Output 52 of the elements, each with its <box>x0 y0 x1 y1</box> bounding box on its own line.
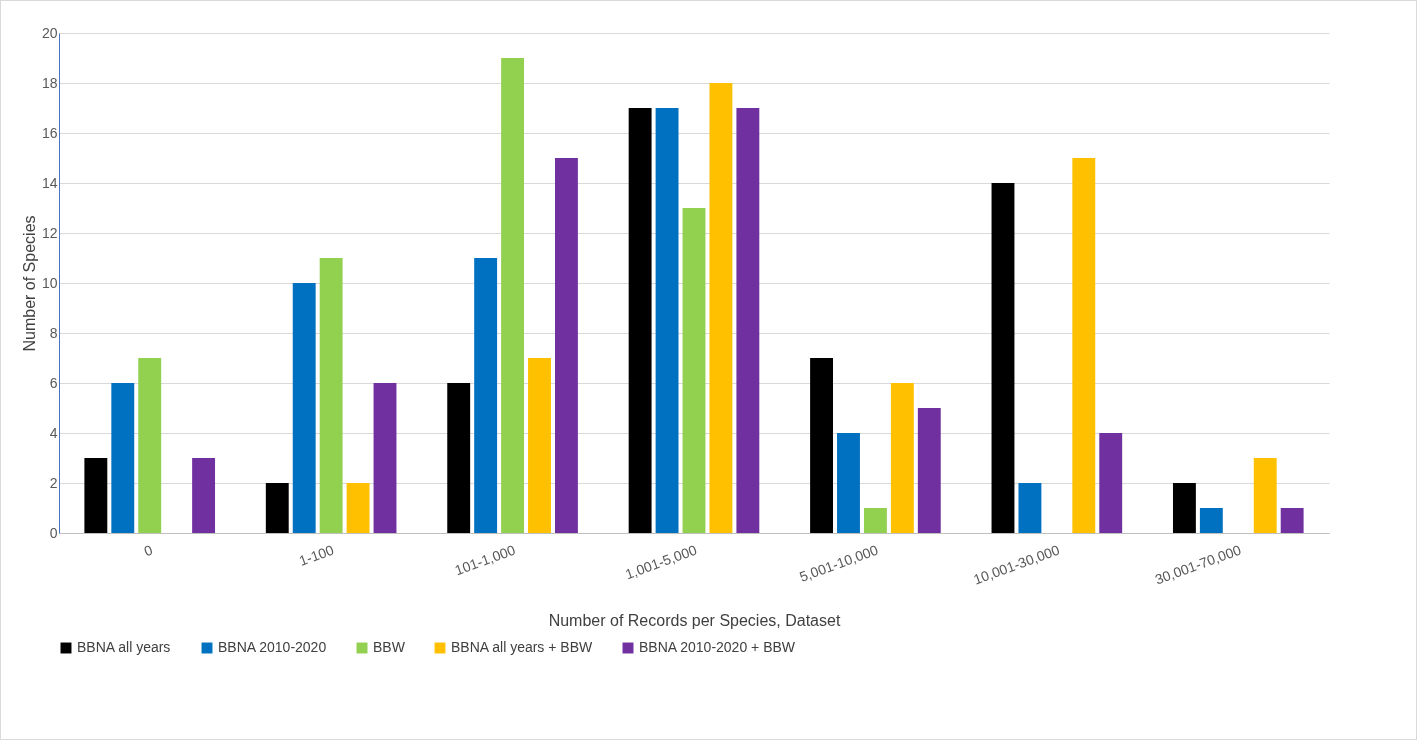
y-tick-label: 16 <box>41 124 58 141</box>
bar <box>373 383 397 533</box>
bar <box>111 383 135 533</box>
bar <box>1099 433 1123 533</box>
bar <box>528 358 551 533</box>
bar <box>1172 483 1196 533</box>
bar <box>319 258 343 533</box>
bar <box>1018 483 1042 533</box>
y-tick-label: 10 <box>41 274 58 291</box>
legend-label: BBNA 2010-2020 <box>218 639 327 655</box>
bar <box>917 408 941 533</box>
y-tick-label: 20 <box>41 24 58 41</box>
bar <box>890 383 914 533</box>
bar <box>474 258 498 533</box>
bar <box>863 508 887 533</box>
y-tick-label: 0 <box>49 524 58 541</box>
bar <box>810 358 834 533</box>
y-tick-label: 18 <box>41 74 58 91</box>
bar <box>1253 458 1277 533</box>
y-tick-label: 14 <box>41 174 58 191</box>
bar <box>682 208 706 533</box>
bar <box>628 108 652 533</box>
x-tick-label: 1-100 <box>296 541 337 569</box>
legend-label: BBNA all years + BBW <box>451 639 593 655</box>
x-axis-title: Number of Records per Species, Dataset <box>548 611 841 629</box>
bar <box>709 83 733 533</box>
legend-label: BBNA 2010-2020 + BBW <box>639 639 796 655</box>
bar <box>1199 508 1223 533</box>
y-tick-label: 2 <box>49 474 58 491</box>
bar <box>265 483 289 533</box>
bar <box>138 358 162 533</box>
bar <box>991 183 1015 533</box>
bar <box>192 458 216 533</box>
bar <box>447 383 471 533</box>
x-tick-label: 0 <box>141 541 155 560</box>
bar <box>736 108 760 533</box>
y-tick-label: 8 <box>49 324 58 341</box>
bar <box>292 283 316 533</box>
bar <box>501 58 525 533</box>
bar <box>554 158 578 533</box>
bar <box>655 108 679 533</box>
bar <box>837 433 860 533</box>
y-axis-title: Number of Species <box>20 215 38 352</box>
bar <box>1280 508 1304 533</box>
bar <box>1072 158 1096 533</box>
legend-label: BBW <box>373 639 406 655</box>
y-tick-label: 6 <box>49 374 58 391</box>
bar <box>346 483 370 533</box>
legend-label: BBNA all years <box>77 639 171 655</box>
bar <box>84 458 108 533</box>
y-tick-label: 4 <box>49 424 58 441</box>
y-tick-label: 12 <box>41 224 58 241</box>
